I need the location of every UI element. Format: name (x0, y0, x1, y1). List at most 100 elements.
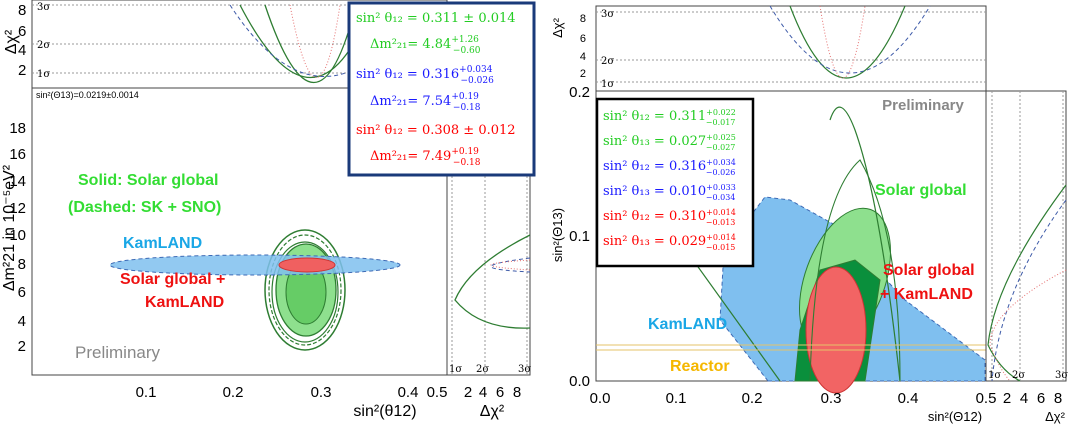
right-right-curve-kamland (991, 199, 1067, 382)
right-xlabel: sin²(Θ12) (928, 409, 982, 424)
left-top-sigma-3: 3σ (37, 2, 50, 13)
right-xtick-0.0: 0.0 (590, 390, 611, 407)
right-top-ytick-4: 4 (580, 51, 586, 63)
left-top-curve-combined-green (264, 4, 357, 84)
left-top-ytick-4: 4 (18, 42, 26, 59)
right-top-sigma-2: 2σ (601, 56, 614, 67)
right-ytick-0.0: 0.0 (569, 373, 590, 390)
left-top-curve-kamland (229, 4, 411, 77)
right-right-projection-frame (985, 90, 1067, 382)
right-right-xlabel: Δχ² (1045, 409, 1066, 424)
right-legend-kamland-s13: sin² θ₁₃ = 0.010+0.033 −0.034 (603, 183, 736, 202)
right-anno-reactor: Reactor (670, 358, 730, 375)
left-right-xtick-8: 8 (513, 384, 521, 401)
left-preliminary: Preliminary (75, 343, 161, 362)
left-right-curve-kamland (490, 257, 531, 273)
left-legend-kamland-dm21: Δm²₂₁= 7.54+0.19 −0.18 (370, 92, 481, 113)
left-top-ytick-6: 6 (18, 23, 26, 40)
right-top-sigma-1: 1σ (601, 79, 614, 90)
left-legend-combined-s12: sin² θ₁₂ = 0.308 ± 0.012 (356, 123, 516, 138)
left-right-curve-combined (490, 259, 531, 271)
right-right-sigma-2: 2σ (1012, 370, 1025, 381)
left-xtick-0.4: 0.4 (398, 384, 419, 401)
right-right-sigma-1: 1σ (988, 370, 1001, 381)
right-legend-kamland-s12: sin² θ₁₂ = 0.316+0.034 −0.026 (603, 158, 736, 177)
left-top-curve-combined (289, 4, 341, 78)
left-legend-solar-dm21: Δm²₂₁= 4.84+1.26 −0.60 (370, 35, 481, 56)
left-right-xtick-6: 6 (496, 384, 504, 401)
left-ytick-18: 18 (9, 120, 26, 137)
left-ytick-16: 16 (9, 146, 26, 163)
right-top-curve-solar (789, 5, 906, 79)
left-anno-solar-dashed: (Dashed: SK + SNO) (68, 199, 221, 216)
right-right-xtick-2: 2 (1003, 390, 1011, 407)
right-top-ytick-8: 8 (580, 13, 586, 25)
right-xtick-0.5: 0.5 (976, 390, 997, 407)
right-solar-contour-outer-right (829, 106, 901, 382)
left-xticks: 0.1 0.2 0.3 0.4 0.5 (136, 384, 448, 401)
right-legend-combined-s12: sin² θ₁₂ = 0.310+0.014 −0.013 (603, 208, 736, 227)
right-xtick-0.4: 0.4 (898, 390, 919, 407)
right-top-ytick-2: 2 (580, 68, 586, 80)
left-legend-kamland-s12: sin² θ₁₂ = 0.316+0.034 −0.026 (356, 65, 494, 86)
left-legend-box (347, 1, 536, 177)
right-right-xtick-6: 6 (1037, 390, 1045, 407)
left-ytick-6: 6 (18, 284, 26, 301)
right-top-curve-combined (819, 5, 866, 79)
right-ytick-0.1: 0.1 (569, 228, 590, 245)
right-anno-combined-1: Solar global (883, 262, 975, 279)
right-top-ylabel: Δχ² (550, 17, 565, 38)
left-right-sigma-2: 2σ (476, 364, 489, 375)
right-top-curve-kamland (769, 5, 931, 74)
right-ytick-0.2: 0.2 (569, 84, 590, 101)
left-right-xtick-2: 2 (464, 384, 472, 401)
right-right-curve-combined (989, 269, 1067, 382)
right-panel: 3σ 2σ 1σ 8 6 4 2 Δχ² Preliminary Solar g… (550, 5, 1068, 424)
left-right-curve-solar (454, 234, 531, 329)
right-right-curve-solar (987, 184, 1067, 382)
right-solar-contour-mid (809, 159, 901, 382)
left-right-xtick-4: 4 (479, 384, 487, 401)
left-sksno-contour-3sigma (268, 234, 342, 346)
right-legend-solar-s12: sin² θ₁₂ = 0.311+0.022 −0.017 (603, 108, 736, 127)
right-right-xtick-4: 4 (1020, 390, 1028, 407)
right-anno-kamland: KamLAND (648, 316, 727, 333)
right-xtick-0.3: 0.3 (821, 390, 842, 407)
right-preliminary: Preliminary (882, 97, 964, 114)
right-top-sigma-3: 3σ (601, 9, 614, 20)
left-legend-solar-s12: sin² θ₁₂ = 0.311 ± 0.014 (356, 11, 516, 26)
left-anno-kamland: KamLAND (123, 235, 202, 252)
left-anno-combined-2: KamLAND (145, 294, 224, 311)
left-ytick-12: 12 (9, 200, 26, 217)
left-xtick-0.1: 0.1 (136, 384, 157, 401)
right-right-sigma-3: 3σ (1055, 370, 1068, 381)
right-legend-combined-s13: sin² θ₁₃ = 0.029+0.014 −0.015 (603, 233, 736, 252)
right-top-projection-frame (595, 5, 987, 92)
left-right-sigma-1: 1σ (449, 364, 462, 375)
left-theta13-note: sin²(Θ13)=0.0219±0.0014 (36, 90, 139, 100)
left-top-sigma-1: 1σ (37, 69, 50, 80)
left-ytick-4: 4 (18, 313, 26, 330)
right-ylabel: sin²(Θ13) (550, 208, 565, 262)
left-solar-contour-3sigma (264, 229, 346, 351)
right-top-ytick-6: 6 (580, 33, 586, 45)
left-anno-combined-1: Solar global + (120, 271, 225, 288)
left-right-xlabel: Δχ² (480, 403, 505, 420)
left-top-ytick-2: 2 (18, 62, 26, 79)
left-xtick-0.2: 0.2 (223, 384, 244, 401)
left-top-ylabel: Δχ² (3, 29, 20, 54)
left-ytick-8: 8 (18, 256, 26, 273)
right-xtick-0.1: 0.1 (666, 390, 687, 407)
right-xtick-0.2: 0.2 (742, 390, 763, 407)
left-ylabel: Δm²21 in 10⁻⁵eV² (1, 164, 18, 291)
left-ytick-14: 14 (9, 173, 26, 190)
left-ytick-2: 2 (18, 338, 26, 355)
left-legend-combined-dm21: Δm²₂₁= 7.49+0.19 −0.18 (370, 147, 481, 168)
right-legend-solar-s13: sin² θ₁₃ = 0.027+0.025 −0.027 (603, 133, 736, 152)
left-panel: 3σ 2σ 1σ 8 6 4 2 Δχ² sin²(Θ13)=0.0219±0.… (1, 0, 536, 420)
left-xtick-0.5: 0.5 (427, 384, 448, 401)
left-combined-contour (278, 257, 336, 273)
right-anno-combined-2: + KamLAND (880, 286, 973, 303)
right-anno-solar: Solar global (875, 182, 967, 199)
left-top-ytick-8: 8 (18, 2, 26, 19)
